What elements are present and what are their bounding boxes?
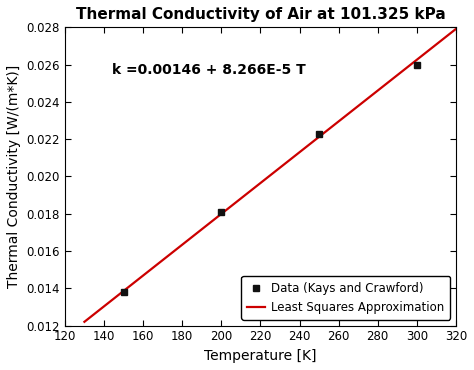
Data (Kays and Crawford) — [414, 63, 419, 67]
X-axis label: Temperature [K]: Temperature [K] — [204, 349, 317, 363]
Least Squares Approximation — [303, 145, 309, 150]
Data (Kays and Crawford) — [121, 290, 127, 294]
Least Squares Approximation — [395, 73, 401, 77]
Least Squares Approximation — [82, 320, 87, 324]
Least Squares Approximation — [83, 319, 89, 323]
Data (Kays and Crawford) — [316, 132, 322, 137]
Least Squares Approximation — [453, 27, 459, 31]
Least Squares Approximation — [301, 146, 307, 151]
Legend: Data (Kays and Crawford), Least Squares Approximation: Data (Kays and Crawford), Least Squares … — [241, 276, 450, 320]
Y-axis label: Thermal Conductivity [W/(m*K)]: Thermal Conductivity [W/(m*K)] — [7, 65, 21, 288]
Text: k =0.00146 + 8.266E-5 T: k =0.00146 + 8.266E-5 T — [112, 63, 306, 77]
Line: Data (Kays and Crawford): Data (Kays and Crawford) — [120, 61, 420, 296]
Least Squares Approximation — [309, 140, 315, 145]
Data (Kays and Crawford) — [219, 210, 224, 215]
Line: Least Squares Approximation: Least Squares Approximation — [84, 29, 456, 322]
Least Squares Approximation — [418, 54, 424, 58]
Title: Thermal Conductivity of Air at 101.325 kPa: Thermal Conductivity of Air at 101.325 k… — [75, 7, 445, 22]
